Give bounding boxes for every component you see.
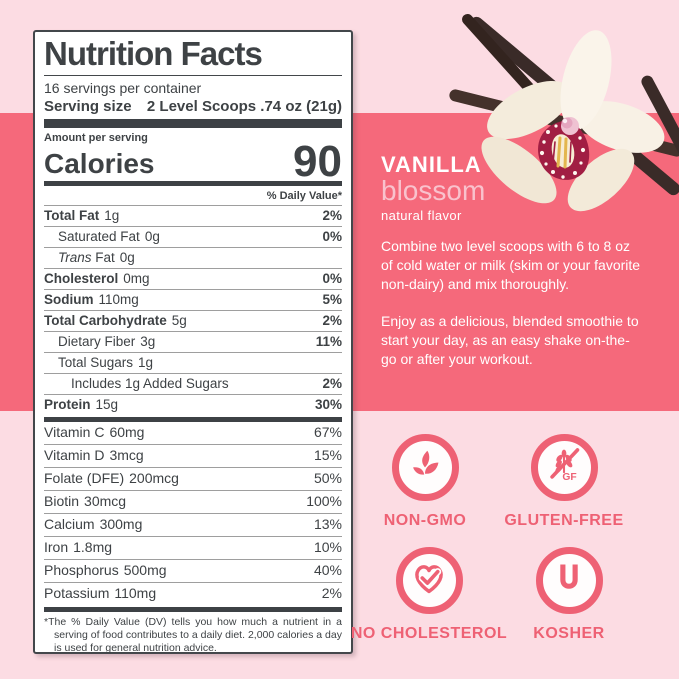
badge-non-gmo: NON-GMO [345, 434, 505, 530]
nutrient-name-amount: Potassium 110mg [44, 585, 157, 601]
nutrient-name-amount: Includes 1g Added Sugars [71, 376, 229, 391]
daily-value-percent: 100% [306, 493, 342, 509]
daily-value-percent: 30% [314, 397, 342, 412]
serving-size-value: 2 Level Scoops .74 oz (21g) [146, 98, 342, 115]
badge-circle [535, 547, 603, 614]
badge-label: KOSHER [533, 625, 605, 642]
daily-value-percent: 15% [313, 447, 342, 463]
nutrition-row: Potassium 110mg 2% [44, 582, 342, 605]
separator-bar [44, 607, 342, 612]
nutrition-facts-label: Nutrition Facts 16 servings per containe… [33, 30, 353, 654]
sprout-icon [406, 446, 444, 489]
nutrition-row: Total Carbohydrate 5g 2% [44, 310, 342, 331]
kosher-u-icon [550, 559, 588, 602]
nutrition-row: Total Fat 1g 2% [44, 205, 342, 226]
daily-value-percent: 0% [322, 229, 342, 244]
nutrition-row: Saturated Fat 0g 0% [44, 226, 342, 247]
daily-value-percent: 2% [321, 585, 342, 601]
flavor-name: VANILLA [381, 152, 482, 177]
nutrient-name-amount: Total Sugars 1g [58, 355, 154, 370]
nutrient-name-amount: Calcium 300mg [44, 516, 143, 532]
gluten-free-icon: GF [545, 446, 583, 489]
orchid-lip-art [538, 120, 590, 180]
badge-circle [395, 547, 463, 614]
nutrition-row: Phosphorus 500mg 40% [44, 559, 342, 582]
serving-size-label: Serving size [44, 98, 132, 115]
nutrient-name-amount: Phosphorus 500mg [44, 562, 167, 578]
amount-per-serving: Amount per serving [44, 132, 148, 144]
daily-value-percent: 13% [313, 516, 342, 532]
daily-value-percent: 2% [322, 376, 342, 391]
calories-row: Calories 90 [44, 137, 342, 186]
nutrition-row: Biotin 30mcg 100% [44, 490, 342, 513]
nutrition-row: Includes 1g Added Sugars 2% [44, 373, 342, 394]
separator-bar [44, 181, 342, 186]
enjoy-instructions: Enjoy as a delicious, blended smoothie t… [381, 313, 639, 367]
daily-value-footnote: *The % Daily Value (DV) tells you how mu… [44, 616, 342, 654]
nutrition-facts-title: Nutrition Facts [44, 35, 342, 76]
svg-text:GF: GF [562, 472, 576, 483]
nutrition-row: Calcium 300mg 13% [44, 513, 342, 536]
nutrient-name-amount: Protein 15g [44, 397, 119, 412]
nutrient-name-amount: Total Carbohydrate 5g [44, 313, 187, 328]
daily-value-percent: 5% [322, 292, 342, 307]
vitamin-rows: Vitamin C 60mg 67% Vitamin D 3mcg 15% Folate (… [44, 422, 342, 605]
badge-circle [391, 434, 459, 501]
nutrition-row: Vitamin C 60mg 67% [44, 422, 342, 444]
calories-label: Calories [44, 148, 155, 179]
badge-kosher: KOSHER [489, 547, 649, 643]
daily-value-percent: 11% [315, 334, 342, 349]
separator-bar [44, 417, 342, 422]
nutrition-row: Cholesterol 0mg 0% [44, 268, 342, 289]
usage-instructions: Combine two level scoops with 6 to 8 oz … [381, 237, 645, 387]
orchid-petals-art [481, 30, 665, 212]
nutrient-name-amount: Vitamin D 3mcg [44, 447, 144, 463]
daily-value-header: % Daily Value* [266, 190, 342, 202]
orchid-bud-art [561, 117, 579, 135]
daily-value-percent: 2% [322, 313, 342, 328]
nutrition-row: Dietary Fiber 3g 11% [44, 331, 342, 352]
nutrient-name-amount: Sodium 110mg [44, 292, 139, 307]
nutrition-row: Sodium 110mg 5% [44, 289, 342, 310]
daily-value-percent: 2% [322, 208, 342, 223]
calories-value: 90 [293, 137, 342, 186]
nutrient-name-amount: Vitamin C 60mg [44, 424, 145, 440]
nutrient-name-amount: Trans Fat 0g [58, 250, 135, 265]
nutrition-row: Vitamin D 3mcg 15% [44, 444, 342, 467]
nutrient-name-amount: Dietary Fiber 3g [58, 334, 156, 349]
flavor-subname: blossom [381, 175, 486, 206]
daily-value-percent: 10% [313, 539, 342, 555]
heart-check-icon [410, 559, 448, 602]
mixing-instructions: Combine two level scoops with 6 to 8 oz … [381, 238, 641, 292]
nutrient-name-amount: Folate (DFE) 200mcg [44, 470, 179, 486]
nutrition-row: Total Sugars 1g [44, 352, 342, 373]
nutrient-name-amount: Biotin 30mcg [44, 493, 127, 509]
daily-value-percent: 67% [313, 424, 342, 440]
nutrient-rows: Total Fat 1g 2% Saturated Fat 0g 0% Trans Fat 0… [44, 205, 342, 415]
vanilla-flower-image [449, 13, 679, 212]
nutrition-row: Iron 1.8mg 10% [44, 536, 342, 559]
nutrition-row: Folate (DFE) 200mcg 50% [44, 467, 342, 490]
separator-bar [44, 119, 342, 128]
daily-value-percent: 50% [313, 470, 342, 486]
flavor-descriptor: natural flavor [381, 208, 462, 223]
nutrient-name-amount: Saturated Fat 0g [58, 229, 160, 244]
nutrition-row: Protein 15g 30% [44, 394, 342, 415]
badge-gluten-free: GF GLUTEN-FREE [484, 434, 644, 530]
badge-circle: GF [530, 434, 598, 501]
daily-value-percent: 0% [322, 271, 342, 286]
badge-label: GLUTEN-FREE [504, 512, 624, 529]
serving-size-row: Serving size 2 Level Scoops .74 oz (21g) [44, 97, 342, 116]
badge-label: NO CHOLESTEROL [350, 625, 508, 642]
nutrient-name-amount: Total Fat 1g [44, 208, 120, 223]
nutrient-name-amount: Iron 1.8mg [44, 539, 113, 555]
badge-label: NON-GMO [383, 512, 467, 529]
nutrition-row: Trans Fat 0g [44, 247, 342, 268]
flavor-block: VANILLA blossom natural flavor [381, 152, 486, 224]
daily-value-percent: 40% [313, 562, 342, 578]
servings-per-container: 16 servings per container [44, 80, 202, 96]
nutrient-name-amount: Cholesterol 0mg [44, 271, 150, 286]
badge-no-cholesterol: NO CHOLESTEROL [349, 547, 509, 643]
